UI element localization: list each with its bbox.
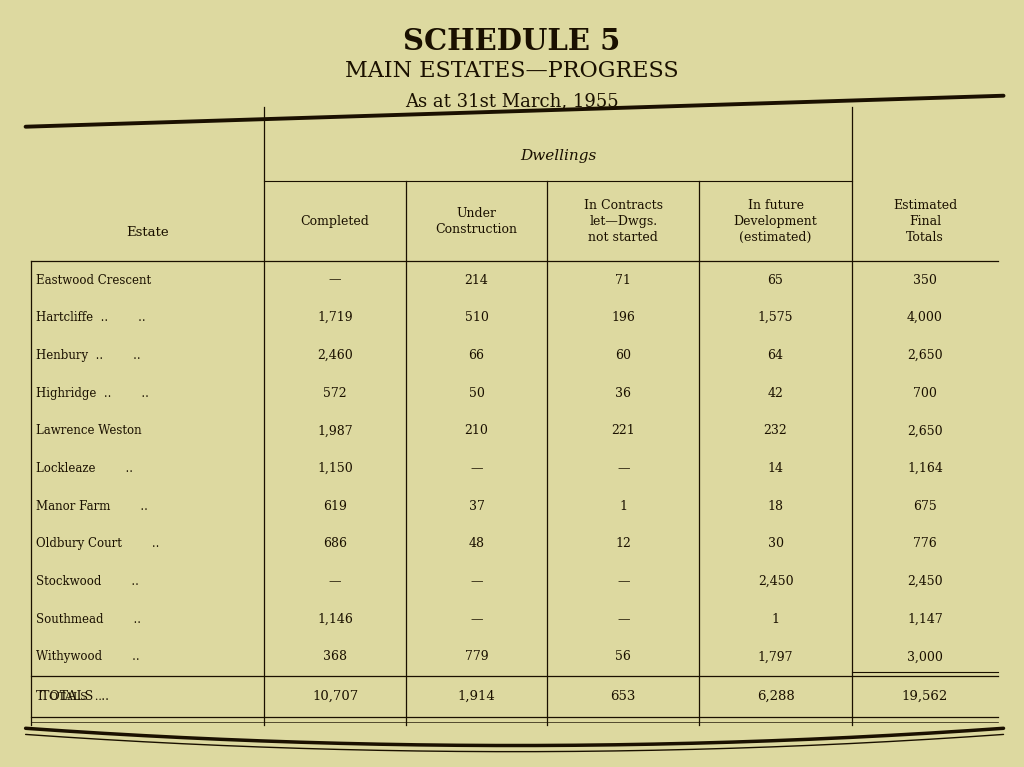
Text: 2,650: 2,650	[907, 424, 943, 437]
Text: TOTALS  ..: TOTALS ..	[41, 690, 109, 703]
Text: 221: 221	[611, 424, 635, 437]
Text: 71: 71	[615, 274, 631, 287]
Text: 675: 675	[913, 499, 937, 512]
Text: Lockleaze        ..: Lockleaze ..	[36, 462, 133, 475]
Text: 3,000: 3,000	[907, 650, 943, 663]
Text: Dwellings: Dwellings	[520, 149, 596, 163]
Text: In Contracts
let—Dwgs.
not started: In Contracts let—Dwgs. not started	[584, 199, 663, 244]
Text: Estimated
Final
Totals: Estimated Final Totals	[893, 199, 957, 244]
Text: 56: 56	[615, 650, 631, 663]
Text: Under
Construction: Under Construction	[435, 206, 517, 235]
Text: 686: 686	[324, 538, 347, 551]
Text: 42: 42	[768, 387, 783, 400]
Text: Manor Farm        ..: Manor Farm ..	[36, 499, 147, 512]
Text: —: —	[470, 462, 482, 475]
Text: Completed: Completed	[301, 215, 370, 228]
Text: 653: 653	[610, 690, 636, 703]
Text: 1,147: 1,147	[907, 613, 943, 626]
Text: 779: 779	[465, 650, 488, 663]
Text: 510: 510	[465, 311, 488, 324]
Text: 66: 66	[469, 349, 484, 362]
Text: Estate: Estate	[126, 226, 169, 239]
Text: 1: 1	[771, 613, 779, 626]
Text: Oldbury Court        ..: Oldbury Court ..	[36, 538, 159, 551]
Text: 14: 14	[768, 462, 783, 475]
Text: 700: 700	[913, 387, 937, 400]
Text: Southmead        ..: Southmead ..	[36, 613, 141, 626]
Text: 48: 48	[469, 538, 484, 551]
Text: OTALS  ..: OTALS ..	[49, 692, 102, 702]
Text: 776: 776	[913, 538, 937, 551]
Text: As at 31st March, 1955: As at 31st March, 1955	[406, 92, 618, 110]
Text: 1,797: 1,797	[758, 650, 794, 663]
Text: Stockwood        ..: Stockwood ..	[36, 575, 138, 588]
Text: 232: 232	[764, 424, 787, 437]
Text: 65: 65	[768, 274, 783, 287]
Text: 4,000: 4,000	[907, 311, 943, 324]
Text: 1: 1	[620, 499, 628, 512]
Text: 19,562: 19,562	[902, 690, 948, 703]
Text: 1,719: 1,719	[317, 311, 353, 324]
Text: Hartcliffe  ..        ..: Hartcliffe .. ..	[36, 311, 145, 324]
Text: 214: 214	[465, 274, 488, 287]
Text: 1,164: 1,164	[907, 462, 943, 475]
Text: —: —	[470, 575, 482, 588]
Text: —: —	[617, 462, 630, 475]
Text: 2,450: 2,450	[758, 575, 794, 588]
Text: —: —	[329, 274, 341, 287]
Text: 196: 196	[611, 311, 635, 324]
Text: 572: 572	[324, 387, 347, 400]
Text: 619: 619	[324, 499, 347, 512]
Text: T: T	[36, 690, 45, 703]
Text: 12: 12	[615, 538, 631, 551]
Text: 1,987: 1,987	[317, 424, 353, 437]
Text: 2,450: 2,450	[907, 575, 943, 588]
Text: In future
Development
(estimated): In future Development (estimated)	[733, 199, 817, 244]
Text: MAIN ESTATES—PROGRESS: MAIN ESTATES—PROGRESS	[345, 60, 679, 82]
Text: —: —	[470, 613, 482, 626]
Text: 60: 60	[615, 349, 631, 362]
Text: —: —	[329, 575, 341, 588]
Text: 368: 368	[324, 650, 347, 663]
Text: —: —	[617, 575, 630, 588]
Text: Eastwood Crescent: Eastwood Crescent	[36, 274, 151, 287]
Text: 2,460: 2,460	[317, 349, 353, 362]
Text: 2,650: 2,650	[907, 349, 943, 362]
Text: 30: 30	[768, 538, 783, 551]
Text: —: —	[617, 613, 630, 626]
Text: 37: 37	[469, 499, 484, 512]
Text: 210: 210	[465, 424, 488, 437]
Text: 50: 50	[469, 387, 484, 400]
Text: 36: 36	[615, 387, 631, 400]
Text: Lawrence Weston: Lawrence Weston	[36, 424, 141, 437]
Text: 1,146: 1,146	[317, 613, 353, 626]
Text: Highridge  ..        ..: Highridge .. ..	[36, 387, 148, 400]
Text: Henbury  ..        ..: Henbury .. ..	[36, 349, 140, 362]
Text: 1,914: 1,914	[458, 690, 496, 703]
Text: 1,575: 1,575	[758, 311, 794, 324]
Text: 64: 64	[768, 349, 783, 362]
Text: 350: 350	[913, 274, 937, 287]
Text: 1,150: 1,150	[317, 462, 353, 475]
Text: SCHEDULE 5: SCHEDULE 5	[403, 27, 621, 56]
Text: 10,707: 10,707	[312, 690, 358, 703]
Text: Withywood        ..: Withywood ..	[36, 650, 139, 663]
Text: 6,288: 6,288	[757, 690, 795, 703]
Text: 18: 18	[768, 499, 783, 512]
